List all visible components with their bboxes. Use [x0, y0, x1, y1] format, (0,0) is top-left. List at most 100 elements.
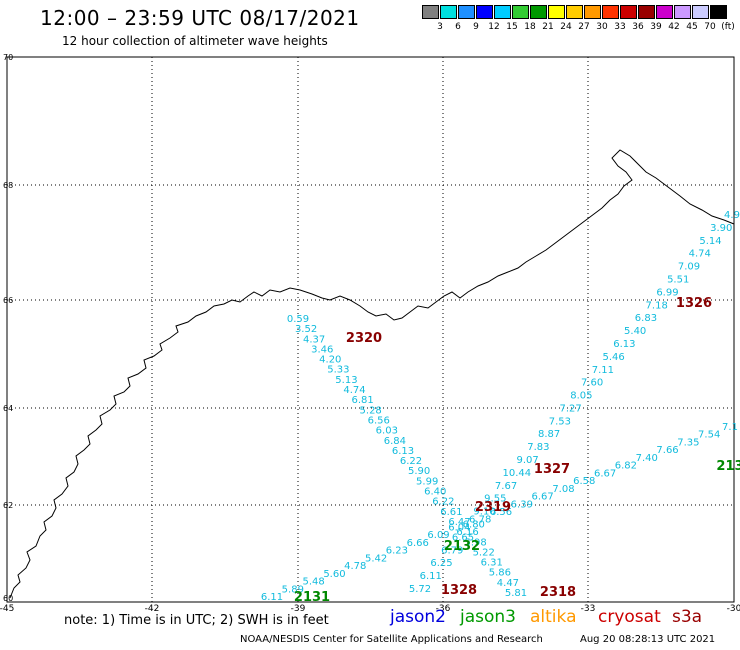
wave-height-label: 7.11 — [592, 365, 614, 376]
wave-height-label: 4.9 — [724, 210, 740, 221]
wave-height-label: 4.37 — [303, 334, 325, 345]
pass-time-label: 1328 — [441, 583, 477, 598]
color-label: 12 — [488, 22, 500, 32]
wave-height-label: 5.40 — [624, 326, 646, 337]
color-label: 18 — [524, 22, 536, 32]
wave-height-label: 6.99 — [656, 287, 678, 298]
wave-height-label: 6.81 — [351, 395, 373, 406]
wave-height-label: 5.99 — [416, 476, 438, 487]
wave-height-label: 4.78 — [344, 561, 366, 572]
wave-height-label: 6.09 — [427, 530, 449, 541]
lon-tick-label: -39 — [291, 604, 306, 614]
pass-time-label: 1327 — [534, 462, 570, 477]
wave-height-label: 7.18 — [646, 300, 668, 311]
wave-height-label: 4.74 — [343, 385, 365, 396]
wave-height-label: 5.72 — [409, 584, 431, 595]
wave-height-label: 6.40 — [424, 487, 446, 498]
page-subtitle: 12 hour collection of altimeter wave hei… — [62, 34, 328, 48]
map-frame — [6, 56, 735, 603]
color-label: 6 — [455, 22, 461, 32]
wave-height-label: 6.23 — [386, 546, 408, 557]
wave-height-label: 8.05 — [570, 391, 592, 402]
color-swatch — [440, 5, 457, 19]
legend-cryosat: cryosat — [598, 607, 661, 627]
color-swatch — [566, 5, 583, 19]
wave-height-label: 5.98 — [464, 537, 486, 548]
wave-height-label: 6.82 — [615, 461, 637, 472]
timestamp-text: Aug 20 08:28:13 UTC 2021 — [580, 634, 716, 645]
color-swatch — [674, 5, 691, 19]
color-label: 24 — [560, 22, 572, 32]
color-label: (ft) — [721, 22, 735, 32]
wave-height-label: 5.51 — [667, 274, 689, 285]
wave-height-label: 6.58 — [573, 476, 595, 487]
wave-height-label: 4.20 — [319, 355, 341, 366]
wave-height-label: 6.61 — [440, 507, 462, 518]
legend-altika: altika — [530, 607, 577, 627]
color-label: 33 — [614, 22, 626, 32]
wave-height-label: 10.44 — [503, 468, 532, 479]
wave-height-label: 5.28 — [360, 405, 382, 416]
wave-height-label: 6.11 — [420, 571, 442, 582]
wave-height-label: 5.22 — [473, 547, 495, 558]
wave-height-label: 6.56 — [368, 415, 390, 426]
wave-height-label: 6.25 — [430, 558, 452, 569]
color-label: 36 — [632, 22, 644, 32]
lon-tick-label: -45 — [0, 604, 14, 614]
legend-jason2: jason2 — [390, 607, 446, 627]
color-swatch — [512, 5, 529, 19]
color-label: 15 — [506, 22, 518, 32]
lat-tick-label: 64 — [3, 404, 13, 413]
wave-height-label: 6.22 — [400, 456, 422, 467]
wave-height-label: 6.56 — [490, 507, 512, 518]
pass-time-label: 2132 — [444, 539, 480, 554]
wave-height-label: 5.48 — [303, 577, 325, 588]
wave-height-label: 6.78 — [469, 515, 491, 526]
wave-height-label: 7.66 — [656, 445, 678, 456]
color-swatch — [656, 5, 673, 19]
wave-height-label: 7.83 — [527, 442, 549, 453]
color-label: 9 — [473, 22, 479, 32]
wave-height-label: 5.13 — [335, 375, 357, 386]
wave-height-label: 9.55 — [484, 494, 506, 505]
pass-time-label: 2131 — [294, 590, 330, 605]
lon-tick-label: -36 — [436, 604, 451, 614]
wave-height-label: 0.59 — [287, 314, 309, 325]
lat-tick-label: 68 — [3, 181, 13, 190]
greenland-coastline — [9, 149, 735, 599]
wave-height-label: 7.60 — [581, 378, 603, 389]
wave-height-label: 5.89 — [282, 584, 304, 595]
color-swatch — [638, 5, 655, 19]
wave-height-label: 6.11 — [261, 592, 283, 603]
color-swatch — [422, 5, 439, 19]
wave-height-label: 6.22 — [432, 497, 454, 508]
wave-height-label: 7.35 — [677, 437, 699, 448]
wave-height-label: 6.39 — [511, 499, 533, 510]
wave-height-label: 5.60 — [323, 569, 345, 580]
wave-height-label: 6.66 — [407, 538, 429, 549]
units-note: note: 1) Time is in UTC; 2) SWH is in fe… — [64, 613, 329, 628]
legend-s3a: s3a — [672, 607, 703, 627]
color-swatch — [476, 5, 493, 19]
color-label: 27 — [578, 22, 590, 32]
wave-height-label: 6.65 — [452, 532, 474, 543]
wave-height-label: 3.52 — [295, 324, 317, 335]
lat-tick-label: 62 — [3, 501, 13, 510]
wave-height-label: 3.46 — [311, 344, 333, 355]
wave-height-label: 5.90 — [408, 466, 430, 477]
color-swatch — [458, 5, 475, 19]
wave-height-label: 6.84 — [384, 436, 406, 447]
wave-height-label: 7.40 — [636, 453, 658, 464]
wave-height-label: 5.46 — [603, 352, 625, 363]
pass-time-label: 213 — [716, 459, 740, 474]
lon-tick-label: -30 — [727, 604, 740, 614]
wave-height-label: 5.86 — [489, 568, 511, 579]
color-swatch — [620, 5, 637, 19]
color-swatch — [692, 5, 709, 19]
wave-height-label: 4.47 — [497, 578, 519, 589]
wave-height-label: 6.67 — [594, 468, 616, 479]
wave-height-label: 9.10 — [473, 507, 495, 518]
wave-height-label: 5.14 — [699, 236, 721, 247]
wave-height-label: 7.67 — [495, 481, 517, 492]
